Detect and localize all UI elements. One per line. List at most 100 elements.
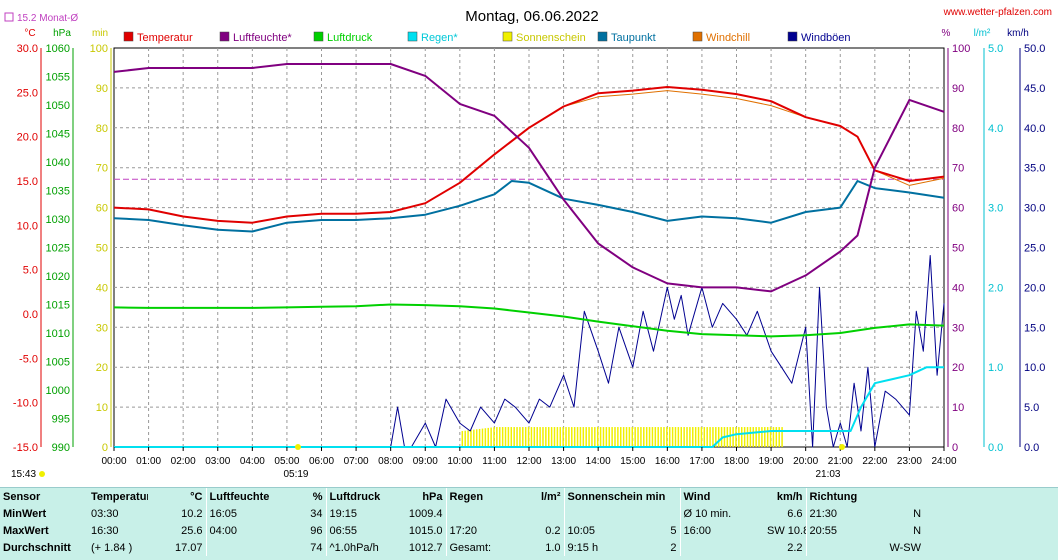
row-label: Durchschnitt xyxy=(3,541,71,554)
temperature-tick-label: -5.0 xyxy=(19,353,38,365)
table-cell: 1015.0 xyxy=(408,524,443,537)
sunshine-bar xyxy=(585,427,587,447)
table-cell: 96 xyxy=(310,524,323,537)
table-cell: 1012.7 xyxy=(408,541,443,554)
sunshine-bar xyxy=(536,427,538,447)
rain-unit-label: l/m² xyxy=(974,28,991,39)
x-tick-label: 22:00 xyxy=(862,456,887,467)
temperature-unit-label: °C xyxy=(24,28,35,39)
humidity-tick-label: 0 xyxy=(952,442,958,454)
sunshine-bar xyxy=(677,427,680,447)
sunshine-bar xyxy=(683,427,685,447)
sunshine-bar xyxy=(686,427,688,447)
sunshine-bar xyxy=(657,427,659,447)
x-tick-label: 14:00 xyxy=(586,456,611,467)
table-cell: 2.2 xyxy=(787,541,803,554)
table-cell: 04:00 xyxy=(205,522,270,539)
table-cell: (+ 1.84 ) xyxy=(91,541,133,554)
current-time-sun-icon xyxy=(39,471,45,477)
humidity-tick-label: 40 xyxy=(952,282,964,294)
sunshine-bar xyxy=(740,427,743,447)
table-cell xyxy=(636,505,680,522)
table-cell: 17.07 xyxy=(174,541,203,554)
sunshine-bar xyxy=(522,427,524,447)
table-cell xyxy=(514,505,564,522)
sunshine-bar xyxy=(559,427,562,447)
header-wind: Wind xyxy=(679,488,765,505)
table-cell: 34 xyxy=(310,507,323,520)
table-cell: 74 xyxy=(310,541,323,554)
table-cell: Gesamt: xyxy=(445,539,514,556)
sunshine-bar xyxy=(542,427,544,447)
x-tick-label: 17:00 xyxy=(689,456,714,467)
rain-tick-label: 3.0 xyxy=(988,203,1003,215)
sunshine-bar xyxy=(764,427,766,447)
x-tick-label: 03:00 xyxy=(205,456,230,467)
wind-tick-label: 45.0 xyxy=(1024,83,1045,95)
wind-tick-label: 35.0 xyxy=(1024,163,1045,175)
series-line-2 xyxy=(113,303,945,338)
sunshine-bar xyxy=(527,427,530,447)
sunshine-bar xyxy=(504,427,507,447)
sunshine-bar xyxy=(611,427,613,447)
sunset-label: 21:03 xyxy=(815,469,840,480)
sunshine-bar xyxy=(680,427,683,447)
table-cell xyxy=(563,505,636,522)
legend-label: Regen* xyxy=(421,32,458,44)
table-cell: 25.6 xyxy=(181,524,203,537)
table-cell xyxy=(679,539,765,556)
sunshine-tick-label: 30 xyxy=(96,322,108,334)
table-cell: SW 10.8 xyxy=(767,524,807,537)
header-humidity-unit: % xyxy=(312,490,323,503)
table-cell: 1009.4 xyxy=(408,507,443,520)
sunshine-tick-label: 80 xyxy=(96,123,108,135)
sunshine-bar xyxy=(576,427,579,447)
row-label: MinWert xyxy=(3,507,47,520)
sunshine-bar xyxy=(507,427,510,447)
x-tick-label: 24:00 xyxy=(931,456,956,467)
table-row: MinWert 03:30 10.2 16:05 34 19:15 1009.4… xyxy=(0,505,1058,522)
sunshine-unit-label: min xyxy=(92,28,108,39)
sunshine-bar xyxy=(700,427,703,447)
header-sunshine: Sonnenschein min xyxy=(563,488,681,505)
temperature-tick-label: 0.0 xyxy=(23,309,38,321)
sunshine-bar xyxy=(524,427,527,447)
sunshine-bar xyxy=(461,431,464,447)
sunshine-bars xyxy=(461,427,783,447)
legend-label: Taupunkt xyxy=(611,32,656,44)
sunshine-bar xyxy=(510,427,513,447)
source-label: www.wetter-pfalzen.com xyxy=(943,7,1052,18)
sunshine-bar xyxy=(766,427,769,447)
header-sensor: Sensor xyxy=(3,490,41,503)
x-tick-label: 04:00 xyxy=(240,456,265,467)
sunshine-bar xyxy=(484,428,487,447)
humidity-tick-label: 50 xyxy=(952,243,964,255)
x-tick-label: 09:00 xyxy=(413,456,438,467)
x-tick-label: 16:00 xyxy=(655,456,680,467)
sunshine-bar xyxy=(496,427,498,447)
sunshine-bar xyxy=(706,427,708,447)
series-line-7 xyxy=(114,255,945,448)
sunshine-bar xyxy=(743,427,746,447)
table-row: MaxWert 16:30 25.6 04:00 96 06:55 1015.0… xyxy=(0,522,1058,539)
legend-label: Sonnenschein xyxy=(516,32,586,44)
x-tick-label: 10:00 xyxy=(447,456,472,467)
sunshine-bar xyxy=(553,427,556,447)
sunshine-bar xyxy=(654,427,657,447)
sunshine-bar xyxy=(660,427,662,447)
humidity-tick-label: 10 xyxy=(952,402,964,414)
sunrise-label: 05:19 xyxy=(283,469,308,480)
temperature-tick-label: 5.0 xyxy=(23,265,38,277)
pressure-tick-label: 1010 xyxy=(46,328,70,340)
sunshine-bar xyxy=(617,427,619,447)
sunshine-bar xyxy=(550,427,553,447)
sunshine-tick-label: 40 xyxy=(96,282,108,294)
temperature-tick-label: 20.0 xyxy=(17,132,38,144)
sunshine-bar xyxy=(643,427,645,447)
humidity-tick-label: 60 xyxy=(952,203,964,215)
sunshine-bar xyxy=(651,427,654,447)
table-cell: N xyxy=(913,524,922,537)
table-cell: 21:30 xyxy=(805,505,875,522)
table-cell xyxy=(445,505,514,522)
x-tick-label: 20:00 xyxy=(793,456,818,467)
